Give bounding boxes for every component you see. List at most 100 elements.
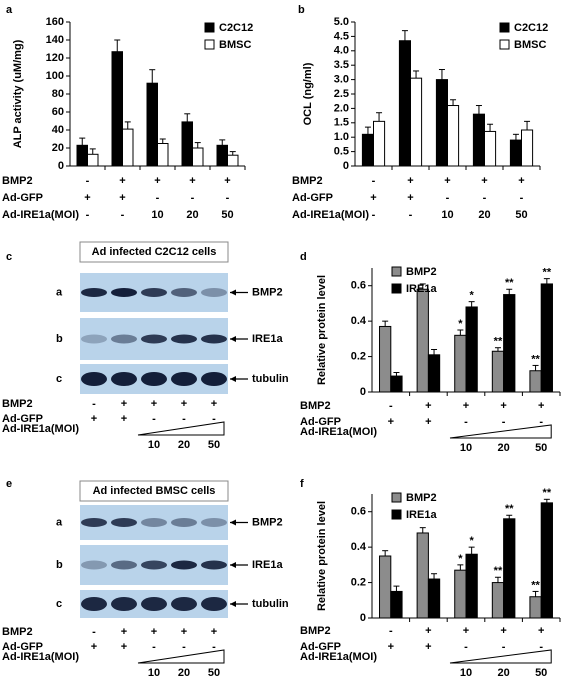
blot-row-label: BMP2	[252, 286, 283, 298]
blot-band	[171, 334, 197, 344]
condition-value: +	[154, 175, 160, 187]
y-tick-label: 0.4	[351, 541, 367, 553]
y-tick-label: 4.5	[334, 30, 349, 42]
bar	[410, 77, 423, 167]
blot-band	[111, 334, 137, 344]
blot-band	[201, 372, 227, 386]
condition-value: -	[409, 209, 413, 221]
condition-value: -	[502, 641, 506, 653]
blot-band	[111, 597, 137, 611]
bar	[503, 294, 516, 393]
legend-label: IRE1a	[406, 509, 437, 521]
condition-value: +	[189, 175, 195, 187]
condition-value: -	[152, 641, 156, 653]
condition-value: +	[224, 175, 230, 187]
condition-value: +	[425, 416, 431, 428]
legend-swatch	[391, 509, 402, 520]
bar	[484, 130, 497, 167]
bar	[416, 288, 429, 393]
y-tick-label: 20	[52, 142, 64, 154]
condition-value: +	[388, 416, 394, 428]
legend-label: BMP2	[406, 266, 437, 278]
bar	[227, 154, 239, 167]
y-tick-label: 160	[46, 16, 64, 28]
bar	[379, 555, 392, 619]
condition-value: -	[121, 209, 125, 221]
y-tick-label: 0.4	[351, 315, 367, 327]
condition-value: +	[181, 398, 187, 410]
bar	[87, 153, 99, 167]
blot-band	[201, 597, 227, 611]
blot-arrowhead	[230, 519, 236, 526]
condition-label: BMP2	[2, 175, 33, 187]
condition-value: +	[425, 400, 431, 412]
condition-value: -	[372, 175, 376, 187]
condition-value: +	[121, 398, 127, 410]
bar	[157, 143, 169, 167]
bar	[491, 582, 505, 619]
condition-value: -	[182, 413, 186, 425]
blot-row-label: BMP2	[252, 516, 283, 528]
y-tick-label: 2.5	[334, 88, 349, 100]
blot-band	[141, 288, 167, 297]
y-tick-label: 60	[52, 106, 64, 118]
significance: **	[531, 579, 540, 591]
condition-value: -	[156, 192, 160, 204]
condition-value: +	[119, 192, 125, 204]
blot-band	[81, 334, 107, 344]
condition-value: +	[407, 192, 413, 204]
legend-label: C2C12	[219, 22, 253, 34]
blot-band	[111, 372, 137, 386]
condition-value: -	[389, 625, 393, 637]
bar	[216, 144, 228, 167]
condition-value: 10	[460, 442, 472, 454]
bar	[509, 139, 522, 167]
y-tick-label: 0	[343, 160, 349, 172]
y-tick-label: 0	[58, 160, 64, 172]
panel-letter: c	[6, 251, 12, 263]
blot-row-label: tubulin	[252, 373, 289, 385]
bar	[379, 325, 392, 393]
condition-label: Ad-GFP	[2, 641, 43, 653]
condition-value: -	[539, 641, 543, 653]
bar	[503, 518, 516, 619]
significance: **	[494, 565, 503, 577]
legend-swatch	[391, 266, 402, 277]
condition-value: +	[500, 625, 506, 637]
panel-letter: f	[300, 478, 304, 490]
bar	[454, 334, 467, 393]
condition-value: 20	[497, 667, 509, 679]
condition-value: -	[182, 641, 186, 653]
condition-value: 10	[148, 667, 160, 679]
condition-value: -	[152, 413, 156, 425]
condition-value: +	[121, 626, 127, 638]
bar	[122, 128, 134, 167]
condition-value: -	[86, 175, 90, 187]
condition-value: -	[446, 192, 450, 204]
significance: *	[469, 535, 474, 547]
significance: **	[505, 277, 514, 289]
y-tick-label: 3.0	[334, 74, 349, 86]
bar	[390, 590, 403, 619]
condition-value: -	[212, 413, 216, 425]
bar	[427, 354, 441, 393]
bar	[465, 553, 478, 619]
y-tick-label: 0.5	[334, 146, 349, 158]
condition-value: +	[84, 192, 90, 204]
bar	[454, 569, 467, 619]
y-axis-label: Relative protein level	[316, 275, 328, 385]
condition-value: 20	[478, 209, 490, 221]
condition-value: 50	[208, 439, 220, 451]
y-tick-label: 0.6	[351, 506, 366, 518]
blot-band	[141, 518, 167, 527]
condition-label: Ad-IRE1a(MOI)	[2, 651, 79, 663]
condition-label: BMP2	[300, 400, 331, 412]
legend-label: BMP2	[406, 492, 437, 504]
condition-value: +	[407, 175, 413, 187]
condition-value: 20	[186, 209, 198, 221]
condition-value: +	[370, 192, 376, 204]
condition-label: BMP2	[2, 398, 33, 410]
blot-row-label: IRE1a	[252, 559, 283, 571]
blot-title: Ad infected BMSC cells	[93, 485, 216, 497]
